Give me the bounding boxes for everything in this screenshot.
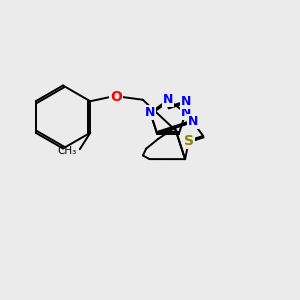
Text: N: N <box>145 106 155 119</box>
Text: N: N <box>181 95 191 108</box>
Text: N: N <box>181 106 191 119</box>
Text: O: O <box>110 90 122 104</box>
Text: N: N <box>188 116 198 128</box>
Text: S: S <box>184 134 194 148</box>
Text: CH₃: CH₃ <box>58 146 77 156</box>
Text: N: N <box>163 93 173 106</box>
